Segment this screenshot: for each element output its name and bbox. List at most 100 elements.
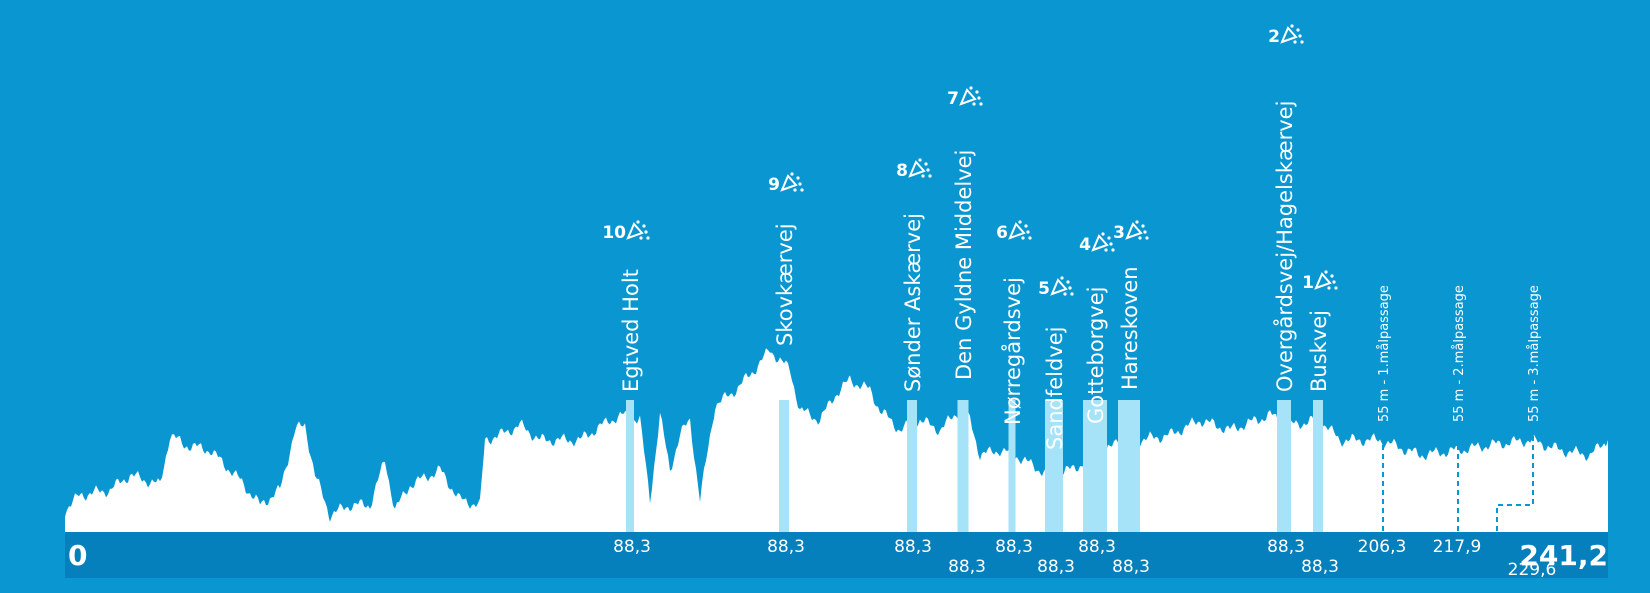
confetti-cone xyxy=(780,174,798,192)
confetti-icon xyxy=(1008,220,1032,240)
confetti-dot xyxy=(972,102,976,106)
confetti-dot xyxy=(636,220,640,224)
confetti-dot xyxy=(1293,40,1297,44)
confetti-dot xyxy=(921,174,925,178)
climb-km: 88,3 xyxy=(995,537,1033,557)
climb-band xyxy=(626,400,634,532)
climb-band xyxy=(1083,400,1107,532)
climb-band xyxy=(1313,400,1323,532)
confetti-dot xyxy=(928,174,932,178)
confetti-dot xyxy=(1290,24,1294,28)
climb-number: 3 xyxy=(1113,223,1125,243)
passage-label: 55 m - 2.målpassage xyxy=(1452,285,1467,422)
confetti-dot xyxy=(796,176,800,180)
climb-number: 10 xyxy=(602,223,626,243)
climb-km: 88,3 xyxy=(613,537,651,557)
passage-km: 229,6 xyxy=(1508,560,1557,580)
climb-band xyxy=(957,400,969,532)
confetti-dot xyxy=(800,188,804,192)
confetti-cone xyxy=(959,88,977,106)
climb-name: Overgårdsvej/Hagelskærvej xyxy=(1272,101,1297,392)
confetti-dot xyxy=(1138,236,1142,240)
climb-number: 9 xyxy=(768,175,780,195)
confetti-dot xyxy=(1026,230,1030,234)
climb-km: 88,3 xyxy=(948,557,986,577)
confetti-dot xyxy=(1101,232,1105,236)
climb-band xyxy=(907,400,917,532)
climb-band xyxy=(1045,400,1063,532)
climb-km: 88,3 xyxy=(767,537,805,557)
climb-km: 88,3 xyxy=(1301,557,1339,577)
confetti-dot xyxy=(1018,220,1022,224)
climb-name: Egtved Holt xyxy=(619,269,643,392)
confetti-dot xyxy=(1298,34,1302,38)
confetti-dot xyxy=(975,90,979,94)
confetti-dot xyxy=(1104,248,1108,252)
confetti-dot xyxy=(1070,292,1074,296)
confetti-dot xyxy=(1330,274,1334,278)
confetti-cone xyxy=(1008,222,1026,240)
climb-name: Buskvej xyxy=(1307,310,1331,392)
confetti-cone xyxy=(1050,278,1068,296)
climb-number: 7 xyxy=(947,89,959,109)
confetti-dot xyxy=(644,230,648,234)
climb-number: 5 xyxy=(1038,279,1050,299)
climb-band xyxy=(1277,400,1291,532)
confetti-cone xyxy=(1314,272,1332,290)
climb-number: 2 xyxy=(1268,27,1280,47)
distance-bar xyxy=(65,532,1608,578)
confetti-dot xyxy=(1021,236,1025,240)
confetti-dot xyxy=(977,96,981,100)
confetti-dot xyxy=(1060,276,1064,280)
passage-km: 217,9 xyxy=(1433,537,1482,557)
climb-name: Sønder Askærvej xyxy=(901,213,925,392)
passage-label: 55 m - 3.målpassage xyxy=(1527,285,1542,422)
climb-number: 4 xyxy=(1079,235,1091,255)
confetti-dot xyxy=(646,236,650,240)
confetti-icon xyxy=(626,220,650,240)
finish-line-marker xyxy=(1496,436,1534,532)
climb-km: 88,3 xyxy=(1078,537,1116,557)
confetti-dot xyxy=(1063,292,1067,296)
confetti-dot xyxy=(642,224,646,228)
confetti-cone xyxy=(1091,234,1109,252)
climb-name: Hareskoven xyxy=(1118,266,1142,390)
confetti-dot xyxy=(1300,40,1304,44)
confetti-dot xyxy=(926,168,930,172)
confetti-dot xyxy=(798,182,802,186)
confetti-icon xyxy=(1280,24,1304,44)
confetti-icon xyxy=(1091,232,1115,252)
confetti-icon xyxy=(1125,220,1149,240)
confetti-icon xyxy=(908,158,932,178)
confetti-dot xyxy=(1107,236,1111,240)
confetti-dot xyxy=(1068,286,1072,290)
start-km: 0 xyxy=(68,539,87,572)
confetti-dot xyxy=(1327,286,1331,290)
confetti-dot xyxy=(979,102,983,106)
confetti-dot xyxy=(790,172,794,176)
climb-band xyxy=(1118,400,1140,532)
confetti-cone xyxy=(1125,222,1143,240)
confetti-cone xyxy=(626,222,644,240)
confetti-dot xyxy=(1028,236,1032,240)
passage-km: 206,3 xyxy=(1358,537,1407,557)
finish-km: 241,2 xyxy=(1519,539,1608,572)
climb-name: Sandfeldvej xyxy=(1043,327,1067,451)
confetti-icon xyxy=(1050,276,1074,296)
confetti-dot xyxy=(924,162,928,166)
climb-km: 88,3 xyxy=(1037,557,1075,577)
confetti-cone xyxy=(1280,26,1298,44)
climb-band xyxy=(779,400,789,532)
confetti-dot xyxy=(1066,280,1070,284)
climb-km: 88,3 xyxy=(894,537,932,557)
climb-number: 1 xyxy=(1302,273,1314,293)
confetti-dot xyxy=(1141,224,1145,228)
climb-number: 8 xyxy=(896,161,908,181)
climb-name: Gotteborgvej xyxy=(1084,287,1108,424)
climb-band xyxy=(1008,400,1016,532)
confetti-dot xyxy=(639,236,643,240)
confetti-dot xyxy=(793,188,797,192)
confetti-dot xyxy=(1143,230,1147,234)
confetti-dot xyxy=(1111,248,1115,252)
